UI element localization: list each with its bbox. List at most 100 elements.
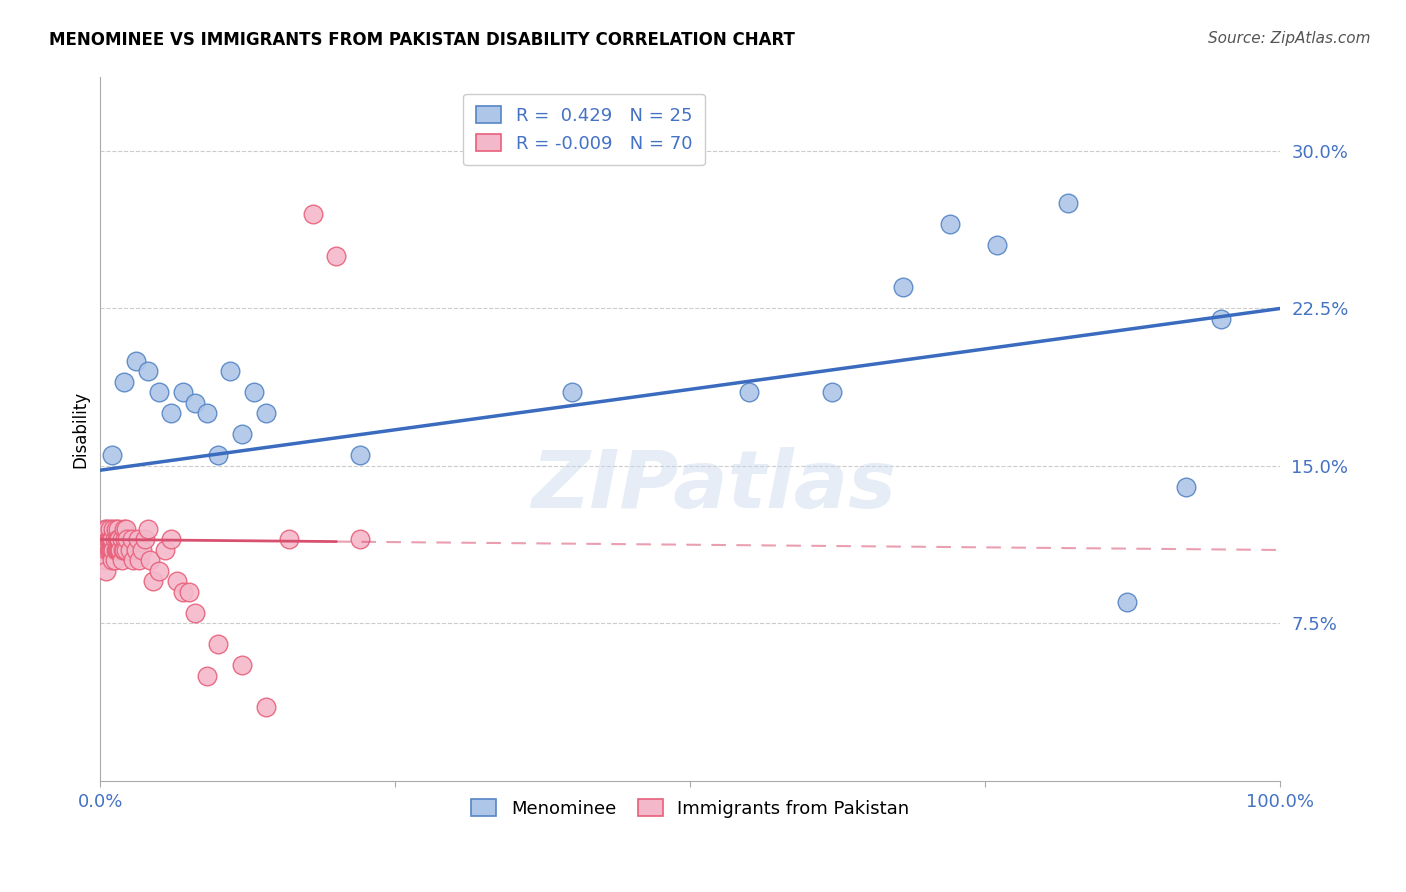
Point (891, 280, 914, 294)
Point (231, 658, 253, 673)
Point (104, 543, 127, 558)
Point (96, 543, 118, 558)
Point (1174, 480, 1197, 494)
Point (349, 533, 371, 547)
Point (98, 533, 121, 547)
Point (96, 533, 118, 547)
Point (131, 543, 153, 558)
Point (97, 533, 120, 547)
Y-axis label: Disability: Disability (72, 391, 89, 467)
Point (100, 533, 122, 547)
Point (738, 385, 761, 400)
Point (172, 585, 194, 599)
Point (110, 533, 132, 547)
Point (97, 543, 120, 558)
Point (100, 543, 122, 558)
Point (125, 543, 148, 558)
Point (107, 522, 129, 536)
Point (101, 449, 124, 463)
Point (93, 533, 115, 547)
Point (118, 543, 141, 558)
Point (136, 364, 159, 378)
Point (104, 522, 127, 536)
Point (128, 553, 150, 567)
Point (986, 238, 1008, 252)
Point (939, 218, 962, 232)
Point (195, 669, 218, 683)
Point (96, 564, 118, 578)
Point (96, 553, 118, 567)
Point (111, 543, 134, 558)
Text: MENOMINEE VS IMMIGRANTS FROM PAKISTAN DISABILITY CORRELATION CHART: MENOMINEE VS IMMIGRANTS FROM PAKISTAN DI… (49, 31, 794, 49)
Point (112, 522, 135, 536)
Point (107, 543, 129, 558)
Point (177, 585, 200, 599)
Point (108, 533, 131, 547)
Text: Source: ZipAtlas.com: Source: ZipAtlas.com (1208, 31, 1371, 46)
Point (184, 396, 207, 410)
Point (121, 533, 143, 547)
Point (821, 385, 844, 400)
Point (110, 543, 132, 558)
Point (115, 522, 138, 536)
Point (254, 407, 277, 421)
Point (117, 533, 139, 547)
Point (112, 375, 135, 389)
Point (207, 638, 229, 652)
Point (98, 543, 121, 558)
Point (114, 533, 136, 547)
Point (1116, 595, 1139, 609)
Point (94, 543, 117, 558)
Point (1057, 196, 1080, 211)
Point (134, 533, 156, 547)
Point (96, 543, 118, 558)
Point (349, 449, 371, 463)
Point (1211, 312, 1233, 326)
Point (231, 427, 253, 442)
Point (98, 522, 121, 536)
Point (103, 522, 125, 536)
Point (148, 564, 170, 578)
Legend: Menominee, Immigrants from Pakistan: Menominee, Immigrants from Pakistan (464, 791, 917, 825)
Point (107, 533, 129, 547)
Point (195, 407, 218, 421)
Point (184, 606, 207, 620)
Point (105, 543, 128, 558)
Point (301, 207, 323, 221)
Point (160, 533, 183, 547)
Point (325, 249, 347, 263)
Point (101, 543, 124, 558)
Point (105, 533, 128, 547)
Point (166, 574, 188, 589)
Point (127, 533, 149, 547)
Point (101, 533, 124, 547)
Point (142, 574, 165, 589)
Point (278, 533, 301, 547)
Point (561, 385, 583, 400)
Point (96, 533, 118, 547)
Point (172, 385, 194, 400)
Point (101, 533, 124, 547)
Point (122, 553, 145, 567)
Point (101, 553, 124, 567)
Point (207, 449, 229, 463)
Point (108, 543, 131, 558)
Point (242, 385, 264, 400)
Point (155, 543, 177, 558)
Point (148, 385, 170, 400)
Point (254, 700, 277, 714)
Point (115, 543, 138, 558)
Point (125, 354, 148, 368)
Point (103, 533, 125, 547)
Point (103, 543, 125, 558)
Point (136, 522, 159, 536)
Point (219, 364, 242, 378)
Point (160, 407, 183, 421)
Point (94, 522, 117, 536)
Point (110, 553, 132, 567)
Text: ZIPatlas: ZIPatlas (531, 447, 897, 524)
Point (96, 522, 118, 536)
Point (112, 543, 135, 558)
Point (103, 553, 125, 567)
Point (139, 553, 162, 567)
